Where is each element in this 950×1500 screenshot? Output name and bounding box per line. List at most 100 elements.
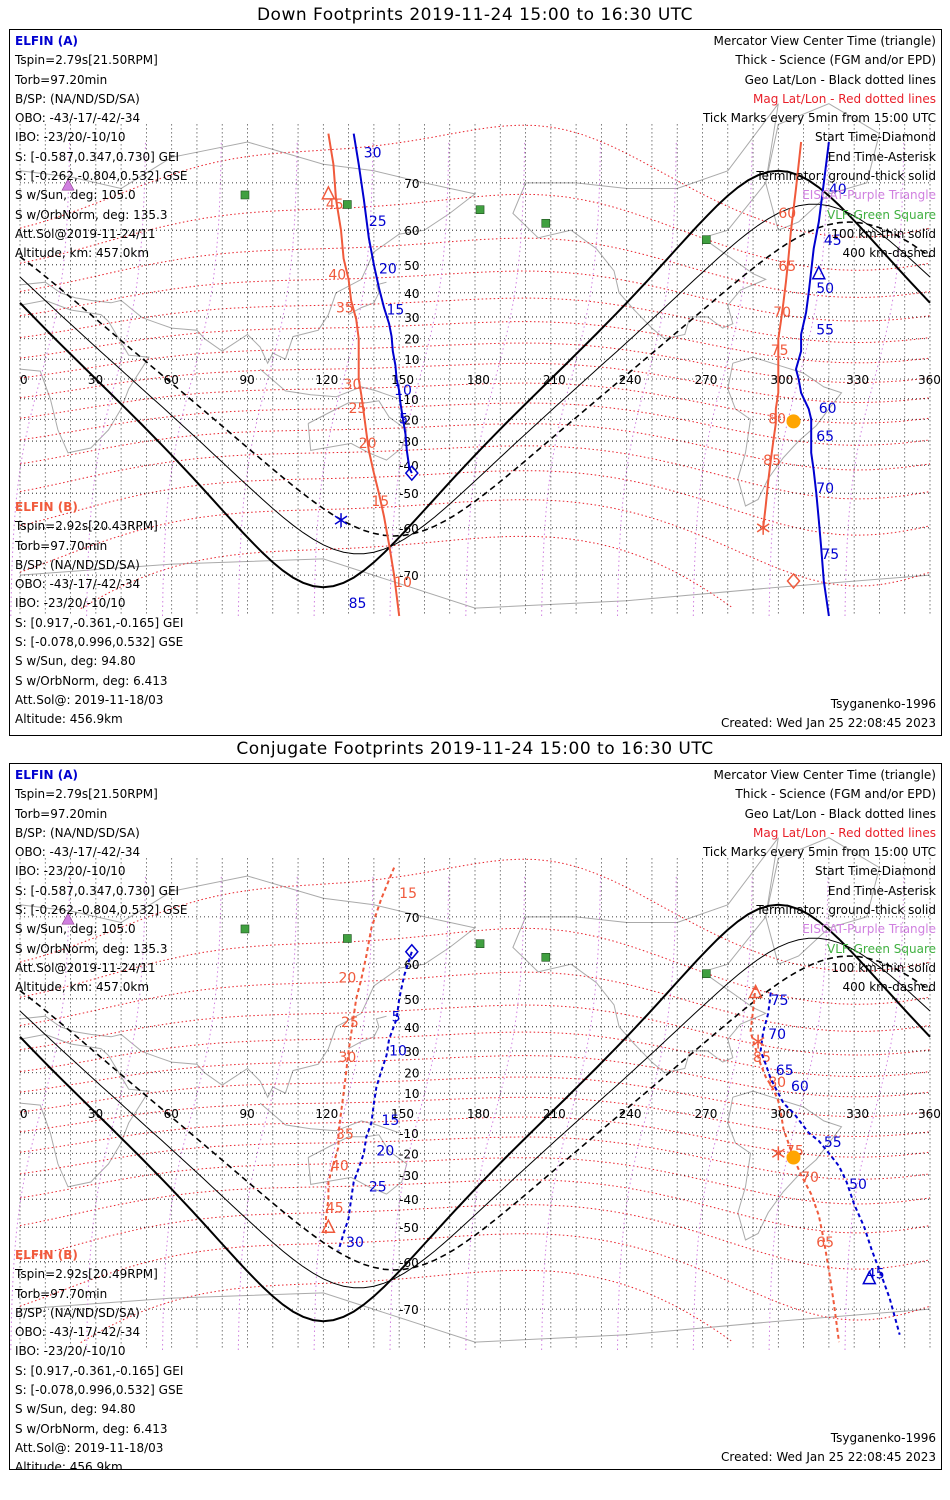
lon-label: 90 [240, 1107, 255, 1121]
legend-item: Start Time-Diamond [814, 130, 936, 145]
tick-label: 55 [816, 323, 834, 339]
mag-lat-line [19, 342, 931, 384]
terminator-400km [19, 955, 931, 1271]
end-asterisk-icon [334, 513, 348, 528]
tick-label: 60 [778, 206, 796, 222]
sc-a-info-line: B/SP: (NA/ND/SD/SA) [15, 91, 140, 106]
sc-b-info-line: B/SP: (NA/ND/SD/SA) [15, 1305, 140, 1320]
mag-lon-line [389, 141, 450, 617]
lon-label: 210 [543, 1107, 566, 1121]
sc-b-track [324, 867, 396, 1234]
legend-item: Mercator View Center Time (triangle) [713, 768, 936, 782]
mag-lon-line [617, 875, 677, 1351]
sc-b-info-line: Altitude: 456.9km [15, 712, 123, 727]
sc-b-info-line: S w/OrbNorm, deg: 6.413 [15, 1421, 168, 1436]
sc-a-info: ELFIN (A) Tspin=2.79s[21.50RPM] Torb=97.2… [15, 766, 188, 998]
terminator-100km [19, 203, 931, 555]
sc-a-info-line: S: [-0.262,-0.804,0.532] GSE [15, 903, 188, 918]
lon-label: 0 [20, 1107, 28, 1121]
coastline [348, 1015, 387, 1050]
sc-b-info-line: IBO: -23/20/-10/10 [15, 596, 126, 611]
tick-label: 70 [768, 1027, 786, 1043]
mag-lon-line [237, 875, 298, 1351]
map-panel-down: 0 30 60 90 120 150 180 210 240 270 300 330 360 70 60 50… [9, 29, 942, 736]
lat-label: 20 [404, 1067, 419, 1081]
tick-label: 45 [326, 197, 344, 213]
mag-lon-line [389, 875, 450, 1351]
tick-label: 20 [359, 436, 377, 452]
lat-label: 10 [404, 353, 419, 367]
mag-lon-line [465, 875, 526, 1351]
legend-item: Tick Marks every 5min from 15:00 UTC [702, 845, 936, 860]
terminator-ground [19, 903, 931, 1323]
mag-lat-line [19, 971, 931, 1032]
legend-item: Mercator View Center Time (triangle) [713, 34, 936, 48]
mag-lat-line [19, 1157, 931, 1205]
sc-a-track [759, 992, 901, 1335]
model-label: Tsyganenko-1996 [830, 1431, 936, 1445]
sc-b-info: ELFIN (B) Tspin=2.92s[20.49RPM] Torb=97.7… [15, 1246, 183, 1469]
mag-lon-line [844, 141, 905, 617]
tick-label: 65 [816, 429, 834, 445]
lon-label: 210 [543, 373, 566, 387]
sc-b-info-line: Att.Sol@: 2019-11-18/03 [15, 692, 164, 707]
sc-b-info-line: Torb=97.70min [15, 1286, 108, 1301]
lon-label: 0 [20, 373, 28, 387]
mag-lon-line [541, 141, 601, 617]
coastline [765, 837, 880, 965]
tick-label: 75 [771, 343, 789, 359]
created-label: Created: Wed Jan 25 22:08:45 2023 [721, 1450, 936, 1464]
lon-label: 120 [315, 1107, 338, 1121]
sc-a-info-line: S: [-0.587,0.347,0.730] GEI [15, 883, 180, 898]
sc-a-name: ELFIN (A) [15, 34, 78, 48]
legend-item: Mag Lat/Lon - Red dotted lines [752, 91, 936, 106]
footer: Tsyganenko-1996 Created: Wed Jan 25 22:0… [721, 1429, 936, 1467]
lat-label: 30 [404, 311, 419, 325]
sc-a-info-line: Torb=97.20min [15, 72, 108, 87]
lon-label: 270 [695, 373, 718, 387]
legend-item: Mag Lat/Lon - Red dotted lines [752, 825, 936, 840]
lat-label: 60 [404, 224, 419, 238]
mag-lat-line [19, 402, 931, 446]
tick-label: 80 [768, 411, 786, 427]
sc-b-info-line: Att.Sol@: 2019-11-18/03 [15, 1440, 164, 1455]
end-asterisk-icon [771, 1146, 785, 1161]
tick-label: 60 [791, 1079, 809, 1095]
asterisk-stroke [756, 523, 770, 533]
tick-label: 35 [336, 300, 354, 316]
mag-lat-line [80, 1269, 734, 1344]
tick-label: 65 [778, 259, 796, 275]
tick-label: 65 [776, 1063, 794, 1079]
lon-label: 360 [918, 1107, 941, 1121]
mag-lon-line [617, 141, 677, 617]
lat-label: -30 [399, 435, 419, 449]
mag-lat-line [19, 1116, 931, 1158]
sc-b-info-line: Tspin=2.92s[20.49RPM] [15, 1267, 158, 1282]
sc-a-info-line: Tspin=2.79s[21.50RPM] [15, 787, 158, 802]
center-time-triangle-icon [321, 1218, 336, 1233]
lat-label: 30 [404, 1045, 419, 1059]
lat-label: -70 [399, 1303, 419, 1317]
sc-a-info-line: OBO: -43/-17/-42/-34 [15, 845, 141, 860]
tick-label: 25 [369, 214, 387, 230]
tick-label: 85 [349, 596, 367, 612]
sc-a-info-line: S: [-0.262,-0.804,0.532] GSE [15, 169, 188, 184]
mag-lon-line [541, 875, 601, 1351]
footer: Tsyganenko-1996 Created: Wed Jan 25 22:0… [721, 695, 936, 733]
tick-label: 70 [816, 481, 834, 497]
tick-label: 45 [326, 1201, 344, 1217]
tick-label: 30 [339, 1050, 357, 1066]
lon-label: 60 [164, 373, 179, 387]
sc-b-info-line: OBO: -43/-17/-42/-34 [15, 1325, 141, 1340]
lon-label: 360 [918, 373, 941, 387]
mag-lon-line [313, 141, 374, 617]
legend-item: EISCAT-Purple Triangle [802, 922, 936, 937]
tick-label: 30 [346, 1235, 364, 1251]
sc-b-track [327, 133, 401, 617]
mag-lat-line [19, 1096, 931, 1138]
sc-a-info-line: S w/OrbNorm, deg: 135.3 [15, 941, 168, 956]
mag-lat-line [19, 1004, 931, 1056]
sc-b-info-line: Torb=97.70min [15, 538, 108, 553]
lon-label: 120 [315, 373, 338, 387]
legend-item: 400 km-dashed [842, 246, 936, 261]
